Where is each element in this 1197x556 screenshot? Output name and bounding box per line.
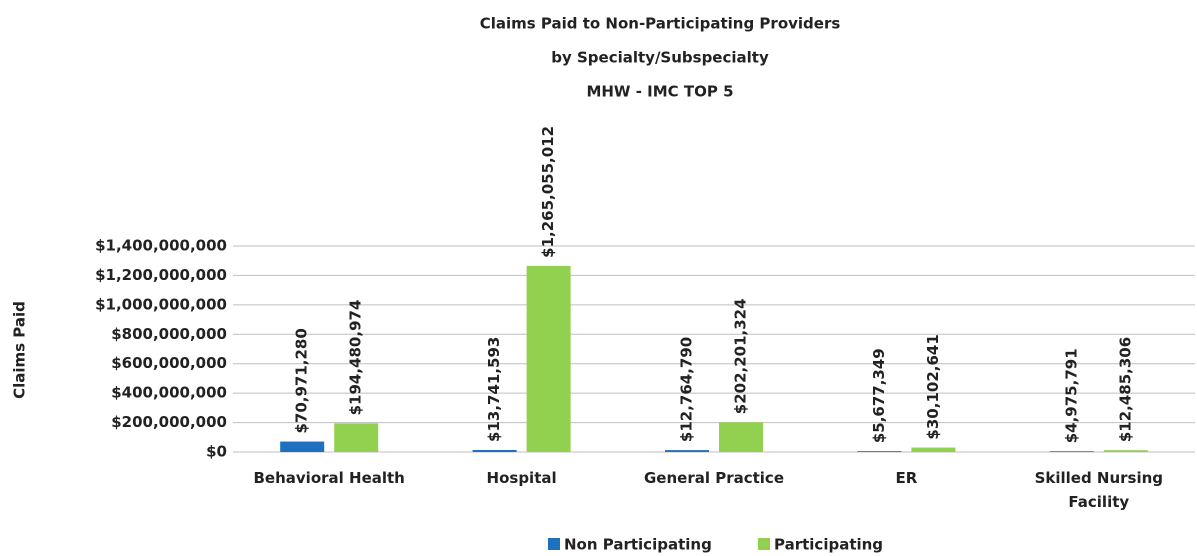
chart-title: Claims Paid to Non-Participating Provide… [480,15,841,33]
data-label: $70,971,280 [293,328,311,433]
data-label: $30,102,641 [924,334,942,439]
bar [1049,451,1094,452]
y-tick-label: $1,200,000,000 [95,266,227,284]
bar [280,441,325,452]
bar [857,451,902,452]
legend-label: Participating [774,536,883,554]
y-tick-label: $1,400,000,000 [95,237,227,255]
data-label: $12,485,306 [1116,337,1134,442]
y-tick-label: $600,000,000 [111,354,227,372]
y-tick-label: $400,000,000 [111,384,227,402]
x-tick-label: Hospital [486,469,557,487]
y-tick-label: $800,000,000 [111,325,227,343]
legend-label: Non Participating [564,536,712,554]
data-label: $12,764,790 [678,337,696,442]
bar [911,447,956,452]
data-label: $1,265,055,012 [539,126,557,258]
bar [472,449,517,452]
x-tick-label: Skilled Nursing Facility [1034,469,1164,511]
y-tick-label: $200,000,000 [111,413,227,431]
bar [1103,450,1148,452]
bar [719,422,763,452]
chart-subtitle: by Specialty/Subspecialty [551,49,769,67]
data-label: $202,201,324 [732,298,750,414]
legend-swatch [548,538,560,550]
data-label: $5,677,349 [870,348,888,443]
x-tick-label: General Practice [643,469,784,487]
y-tick-label: $0 [206,443,227,461]
x-tick-label: ER [895,469,918,487]
legend-swatch [758,538,770,550]
bar [334,423,379,452]
x-tick-label: Behavioral Health [253,469,405,487]
bar [665,450,709,452]
bar [526,265,571,452]
chart-subtitle: MHW - IMC TOP 5 [586,83,733,101]
y-tick-label: $1,000,000,000 [95,295,227,313]
data-label: $194,480,974 [347,300,365,416]
y-axis-label: Claims Paid [11,301,29,399]
data-label: $4,975,791 [1062,348,1080,443]
data-label: $13,741,593 [485,337,503,442]
